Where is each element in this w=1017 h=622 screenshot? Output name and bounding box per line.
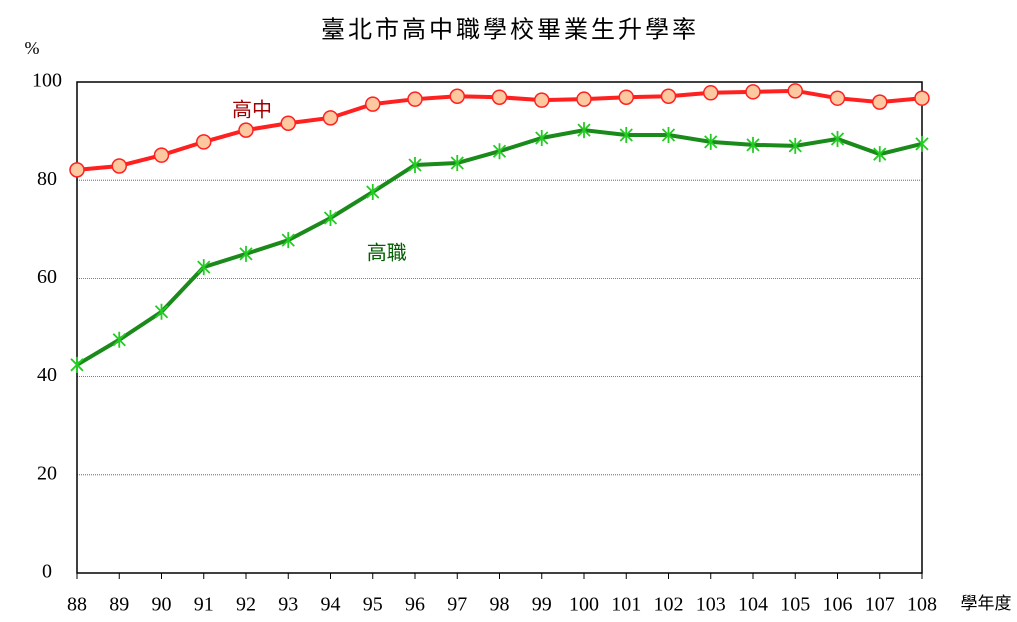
- x-tick-label: 105: [780, 594, 810, 616]
- marker: [491, 89, 508, 105]
- x-tick-label: 97: [447, 594, 467, 616]
- marker: [746, 136, 760, 153]
- x-tick-label: 106: [823, 594, 853, 616]
- marker: [915, 135, 929, 152]
- y-tick-label: 100: [32, 70, 62, 92]
- marker: [154, 303, 169, 320]
- marker: [407, 91, 423, 107]
- marker: [535, 129, 549, 146]
- x-tick-label: 95: [363, 594, 383, 616]
- y-tick-label: 40: [37, 364, 57, 386]
- marker: [280, 115, 296, 131]
- marker: [112, 331, 126, 348]
- x-tick-label: 103: [696, 594, 726, 616]
- x-tick-label: 102: [654, 594, 684, 616]
- series-line: [75, 128, 923, 367]
- marker: [239, 245, 253, 262]
- marker: [365, 96, 381, 112]
- marker: [408, 156, 422, 173]
- y-axis-label: %: [25, 38, 40, 58]
- marker: [704, 133, 718, 150]
- x-tick-label: 91: [194, 594, 214, 616]
- y-tick-label: 20: [37, 462, 57, 484]
- marker: [111, 158, 127, 174]
- marker: [873, 146, 887, 163]
- marker: [281, 232, 295, 249]
- y-tick-label: 0: [42, 561, 52, 583]
- marker: [449, 88, 465, 104]
- marker: [703, 85, 719, 101]
- marker: [197, 259, 211, 276]
- marker: [322, 110, 339, 126]
- marker: [745, 84, 761, 100]
- marker: [830, 130, 845, 147]
- marker: [450, 155, 464, 172]
- x-tick-label: 108: [907, 594, 937, 616]
- y-tick-label: 60: [37, 266, 57, 288]
- x-tick-label: 94: [321, 594, 341, 616]
- series-label: 高職: [367, 242, 407, 265]
- marker: [829, 90, 846, 106]
- x-axis-label: 學年度: [961, 594, 1012, 613]
- marker: [618, 89, 634, 105]
- marker: [196, 134, 212, 150]
- marker: [660, 88, 677, 104]
- marker: [914, 90, 930, 106]
- marker: [661, 127, 676, 144]
- x-tick-label: 104: [738, 594, 768, 616]
- chart-title: 臺北市高中職學校畢業生升學率: [321, 17, 699, 44]
- marker: [153, 147, 170, 163]
- x-tick-label: 93: [278, 594, 298, 616]
- x-tick-label: 100: [569, 594, 599, 616]
- marker: [238, 122, 254, 138]
- x-tick-label: 89: [109, 594, 129, 616]
- marker: [577, 122, 591, 139]
- series-label: 高中: [232, 99, 272, 122]
- marker: [576, 91, 592, 107]
- marker: [534, 92, 550, 108]
- x-tick-label: 101: [611, 594, 641, 616]
- marker: [872, 94, 888, 110]
- marker: [619, 127, 633, 144]
- marker: [366, 183, 380, 200]
- x-tick-label: 98: [490, 594, 510, 616]
- x-tick-label: 107: [865, 594, 895, 616]
- y-tick-label: 80: [37, 168, 57, 190]
- marker: [70, 356, 84, 373]
- marker: [323, 210, 338, 227]
- x-tick-label: 88: [67, 594, 87, 616]
- x-tick-label: 96: [405, 594, 425, 616]
- x-tick-label: 90: [152, 594, 172, 616]
- x-tick-label: 92: [236, 594, 256, 616]
- marker: [787, 83, 803, 99]
- marker: [69, 162, 85, 178]
- marker: [788, 137, 802, 154]
- x-tick-label: 99: [532, 594, 552, 616]
- marker: [492, 143, 507, 160]
